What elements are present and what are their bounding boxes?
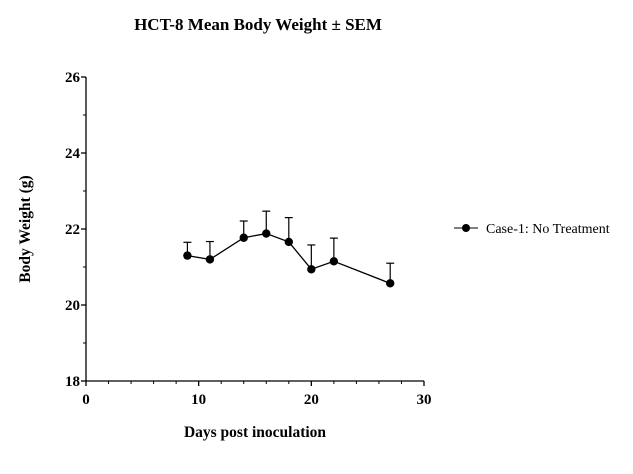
axes: 18 20 22 24 26 0 10 20 30	[65, 70, 432, 408]
y-tick-label: 26	[65, 70, 81, 86]
plot-area	[183, 210, 395, 288]
x-tick-label: 20	[304, 392, 319, 408]
data-point	[262, 229, 271, 238]
y-tick-label: 24	[65, 146, 81, 162]
y-tick-label: 20	[65, 298, 80, 314]
legend: Case-1: No Treatment	[454, 222, 610, 237]
x-tick-label: 10	[191, 392, 206, 408]
data-point	[329, 257, 339, 266]
x-tick-label: 30	[417, 392, 432, 408]
legend-label: Case-1: No Treatment	[486, 222, 610, 237]
chart-title: HCT-8 Mean Body Weight ± SEM	[134, 15, 382, 34]
data-point	[205, 255, 215, 264]
legend-marker	[462, 224, 470, 232]
data-point	[307, 265, 316, 274]
data-point	[284, 237, 293, 247]
y-axis-label: Body Weight (g)	[17, 175, 34, 282]
data-point	[386, 279, 395, 288]
data-point	[183, 251, 192, 260]
y-tick-label: 22	[65, 222, 80, 238]
y-tick-label: 18	[65, 374, 80, 390]
x-tick-label: 0	[82, 392, 90, 408]
data-point	[239, 233, 248, 242]
x-axis-label: Days post inoculation	[184, 424, 326, 441]
